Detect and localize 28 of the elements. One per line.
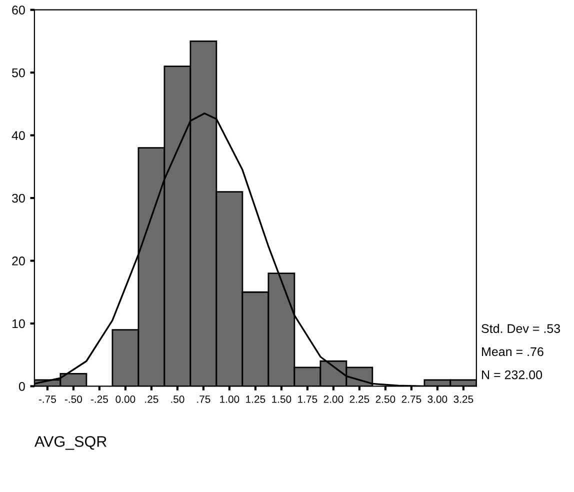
x-tick-label: .75 xyxy=(197,396,210,403)
y-tick-label: 10 xyxy=(12,319,25,328)
y-tick-label: 60 xyxy=(12,6,25,14)
x-tick-label: 2.75 xyxy=(402,396,422,403)
x-tick-label: 1.50 xyxy=(272,396,292,403)
x-axis-title: AVG_SQR xyxy=(34,436,106,450)
x-tick-label: 2.50 xyxy=(376,396,396,403)
x-tick-label: 3.00 xyxy=(428,396,448,403)
text: Std. Dev = .53 xyxy=(482,324,560,333)
x-tick-label: 1.75 xyxy=(298,396,318,403)
y-tick-label: 0 xyxy=(18,382,25,391)
x-tick-label: 1.25 xyxy=(246,396,266,403)
y-tick-label: 30 xyxy=(12,194,25,203)
x-tick-label: 0.00 xyxy=(116,396,136,403)
y-tick-label: 50 xyxy=(12,68,25,78)
x-tick-label: -.75 xyxy=(38,396,56,403)
x-tick-label: -.25 xyxy=(90,396,108,403)
x-tick-label: 2.00 xyxy=(324,396,344,403)
y-tick-label: 20 xyxy=(12,256,25,266)
y-tick-label: 40 xyxy=(12,131,25,140)
text: Mean = .76 xyxy=(482,347,544,356)
x-tick-label: 3.25 xyxy=(454,396,474,403)
x-tick-label: 2.25 xyxy=(350,396,370,403)
x-tick-label: 1.00 xyxy=(220,396,240,403)
x-tick-label: .25 xyxy=(145,396,158,403)
x-tick-label: .50 xyxy=(171,396,184,403)
text: N = 232.00 xyxy=(482,370,542,380)
x-tick-label: -.50 xyxy=(64,396,82,403)
